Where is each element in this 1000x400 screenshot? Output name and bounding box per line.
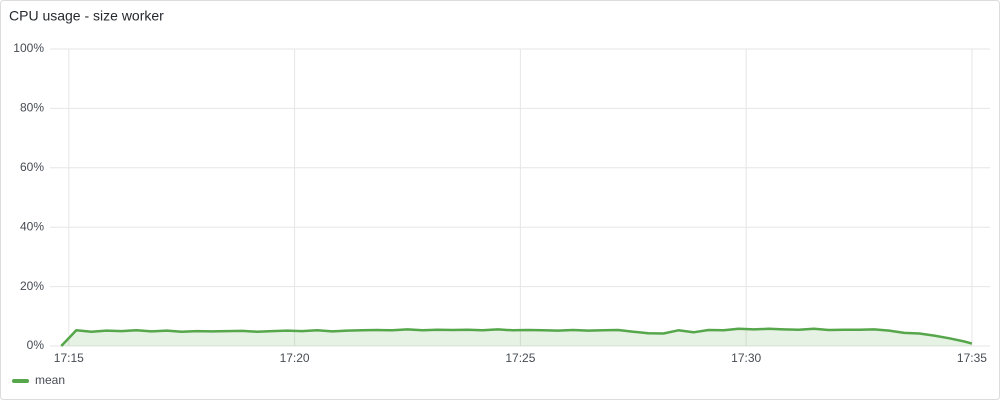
x-tick-label: 17:35 [957, 351, 987, 365]
x-tick-label: 17:20 [280, 351, 310, 365]
x-tick-label: 17:15 [54, 351, 84, 365]
y-tick-label: 20% [20, 279, 44, 293]
y-tick-label: 0% [27, 338, 45, 352]
legend-label: mean [35, 373, 65, 387]
x-tick-label: 17:30 [731, 351, 761, 365]
y-tick-label: 40% [20, 219, 44, 233]
chart-title: CPU usage - size worker [9, 8, 164, 24]
y-tick-label: 60% [20, 160, 44, 174]
x-tick-label: 17:25 [505, 351, 535, 365]
series-line [60, 327, 973, 347]
y-tick-label: 80% [20, 101, 44, 115]
y-tick-label: 100% [13, 41, 44, 55]
series-area [61, 328, 972, 346]
